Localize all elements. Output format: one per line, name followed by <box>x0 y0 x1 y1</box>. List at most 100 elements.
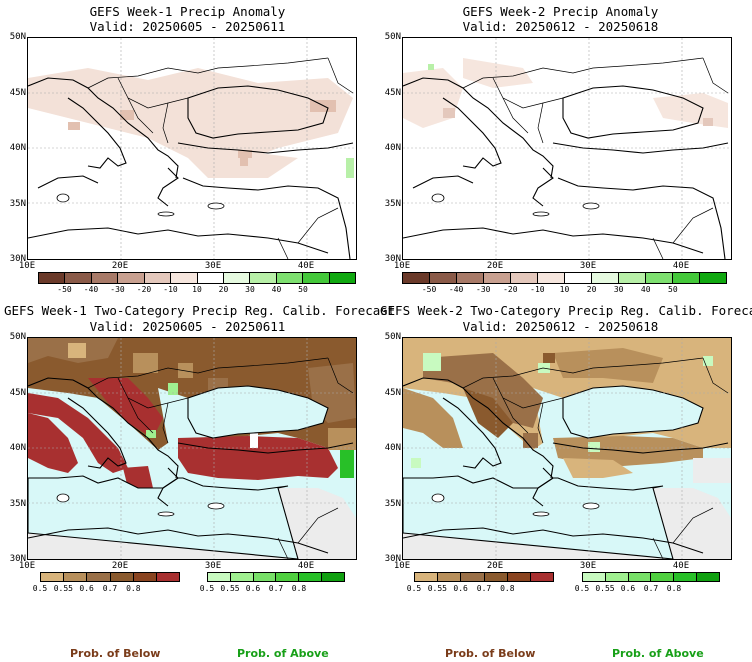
latitude-label: 45N <box>9 87 26 98</box>
colorbar-swatch <box>41 573 65 581</box>
colorbar-swatch <box>276 273 304 283</box>
colorbar-tick-label: 0.6 <box>453 584 468 593</box>
colorbar-swatch <box>674 573 698 581</box>
colorbar-tick-label: 0.55 <box>220 584 240 593</box>
colorbar-tick-label: -40 <box>83 285 99 294</box>
colorbar-tick-label: 50 <box>668 285 678 294</box>
colorbar-tick-label: 0.6 <box>79 584 94 593</box>
colorbar-tick-label: 10 <box>192 285 202 294</box>
colorbar-swatch <box>628 573 652 581</box>
colorbar-swatch <box>403 273 430 283</box>
colorbar-swatch <box>156 573 180 581</box>
anomaly-colorbar-week2 <box>402 272 727 284</box>
colorbar-swatch <box>91 273 119 283</box>
colorbar-tick-label: 0.55 <box>427 584 447 593</box>
longitude-label: 10E <box>393 561 411 571</box>
colorbar-tick-label: 50 <box>298 285 308 294</box>
colorbar-swatch <box>511 273 538 283</box>
panel1-title: GEFS Week-1 Precip Anomaly <box>89 4 286 19</box>
colorbar-tick-label: 0.55 <box>53 584 73 593</box>
anomaly-colorbar-week1 <box>38 272 356 284</box>
colorbar-swatch <box>171 273 198 283</box>
latitude-label: 30N <box>9 554 26 564</box>
borders <box>87 57 354 259</box>
colorbar-swatch <box>651 573 675 581</box>
latitude-label: 45N <box>384 87 401 98</box>
colorbar-swatch <box>276 573 300 581</box>
colorbar-swatch <box>697 573 719 581</box>
colorbar-swatch <box>592 273 619 283</box>
colorbar-tick-label: 0.8 <box>126 584 141 593</box>
colorbar-tick-label: 40 <box>640 285 651 294</box>
colorbar-tick-label: 0.6 <box>620 584 636 593</box>
panel2-valid: Valid: 20250612 - 20250618 <box>462 19 659 34</box>
colorbar-swatch <box>64 573 88 581</box>
colorbar-tick-label: -50 <box>421 285 437 294</box>
colorbar-tick-label: -50 <box>57 285 72 294</box>
longitude-label: 30E <box>579 561 597 571</box>
longitude-label: 20E <box>486 261 504 271</box>
colorbar-swatch <box>484 273 511 283</box>
coastlines <box>403 377 729 554</box>
prob-above-label-week1: Prob. of Above <box>237 647 329 660</box>
longitude-label: 40E <box>672 561 690 571</box>
latitude-label: 35N <box>384 198 401 209</box>
colorbar-tick-label: 0.5 <box>199 584 215 593</box>
colorbar-swatch <box>457 273 484 283</box>
colorbar-swatch <box>133 573 157 581</box>
week2-probability-map <box>402 337 732 560</box>
latitude-label: 40N <box>9 143 26 153</box>
prob-below-label-week1: Prob. of Below <box>70 647 161 660</box>
prob-below-label-week2: Prob. of Below <box>445 647 536 660</box>
wet-anomaly-patch <box>346 158 354 178</box>
latitude-label: 45N <box>384 387 401 398</box>
colorbar-tick-label: 30 <box>245 285 255 294</box>
coastlines <box>28 77 354 259</box>
longitude-label: 10E <box>18 261 36 271</box>
latitude-label: 30N <box>9 254 26 264</box>
colorbar-swatch <box>110 573 134 581</box>
below-colorbar-week1 <box>40 572 180 582</box>
colorbar-swatch <box>223 273 251 283</box>
colorbar-tick-label: 0.55 <box>595 584 615 593</box>
colorbar-tick-label: -10 <box>530 285 545 294</box>
below-colorbar-week2 <box>414 572 554 582</box>
colorbar-swatch <box>430 273 457 283</box>
panel2-title: GEFS Week-2 Precip Anomaly <box>462 4 659 19</box>
colorbar-swatch <box>87 573 111 581</box>
panel3-valid: Valid: 20250605 - 20250611 <box>89 319 286 334</box>
latitude-label: 50N <box>9 32 26 42</box>
latitude-label: 50N <box>384 32 401 42</box>
longitude-label: 10E <box>393 261 411 271</box>
above-probability-shading <box>146 383 354 478</box>
week1-probability-map <box>27 337 357 560</box>
longitude-label: 10E <box>18 561 36 571</box>
grid-lines <box>28 38 356 259</box>
colorbar-tick-label: 0.5 <box>32 584 48 593</box>
longitude-label: 30E <box>204 261 222 271</box>
latitude-label: 35N <box>9 198 26 209</box>
colorbar-swatch <box>230 573 254 581</box>
latitude-label: 40N <box>384 143 401 153</box>
longitude-label: 40E <box>297 261 315 271</box>
latitude-label: 50N <box>9 332 26 342</box>
colorbar-swatch <box>144 273 172 283</box>
latitude-label: 35N <box>384 498 401 509</box>
longitude-label: 20E <box>111 261 129 271</box>
colorbar-swatch <box>118 273 145 283</box>
colorbar-tick-label: 20 <box>218 285 229 294</box>
coastlines <box>28 377 354 554</box>
colorbar-swatch <box>303 273 330 283</box>
latitude-label: 30N <box>384 254 401 264</box>
colorbar-tick-label: 0.5 <box>574 584 590 593</box>
colorbar-tick-label: 0.8 <box>500 584 515 593</box>
colorbar-tick-label: 0.5 <box>406 584 422 593</box>
longitude-label: 40E <box>297 561 315 571</box>
colorbar-swatch <box>208 573 231 581</box>
colorbar-tick-label: 0.8 <box>666 584 682 593</box>
colorbar-tick-label: 20 <box>586 285 597 294</box>
colorbar-tick-label: 30 <box>613 285 624 294</box>
colorbar-tick-label: -30 <box>110 285 125 294</box>
colorbar-swatch <box>619 273 646 283</box>
colorbar-tick-label: 40 <box>271 285 282 294</box>
